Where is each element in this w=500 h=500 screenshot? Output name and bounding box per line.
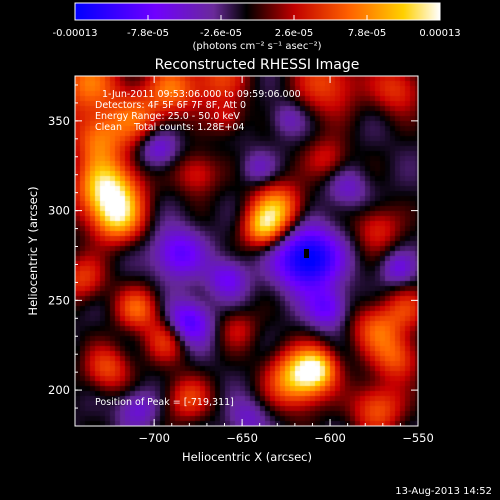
colorbar-tick-label: 2.6e-05 <box>275 28 313 39</box>
heatmap-image <box>75 76 418 426</box>
x-tick-label: −550 <box>402 431 434 445</box>
colorbar-units: (photons cm⁻² s⁻¹ asec⁻²) <box>192 41 321 52</box>
axis-ticks: −700 −650 −600 −550 200 250 300 350 <box>48 76 434 445</box>
y-tick-label: 300 <box>48 204 70 218</box>
detectors-text: Detectors: 4F 5F 6F 7F 8F, Att 0 <box>95 100 247 111</box>
y-axis-label: Heliocentric Y (arcsec) <box>26 186 40 315</box>
clean-counts-text: Clean Total counts: 1.28E+04 <box>95 122 245 133</box>
x-axis-label: Heliocentric X (arcsec) <box>182 450 312 464</box>
time-range-text: 1-Jun-2011 09:53:06.000 to 09:59:06.000 <box>102 89 301 100</box>
x-tick-label: −650 <box>226 431 258 445</box>
colorbar-tick-label: -2.6e-05 <box>200 28 242 39</box>
colorbar-tick-label: 0.00013 <box>419 28 460 39</box>
colorbar <box>74 2 441 21</box>
chart-title: Reconstructed RHESSI Image <box>155 57 360 73</box>
colorbar-ticks: -0.00013 -7.8e-05 -2.6e-05 2.6e-05 7.8e-05 0.… <box>53 15 461 39</box>
plot-frame <box>74 75 419 427</box>
y-tick-label: 350 <box>48 114 70 128</box>
x-tick-label: −700 <box>138 431 170 445</box>
colorbar-tick-label: -0.00013 <box>53 28 98 39</box>
peak-marker <box>304 249 309 258</box>
peak-position-text: Position of Peak = [-719,311] <box>95 397 234 408</box>
y-tick-label: 250 <box>48 293 70 307</box>
colorbar-tick-label: 7.8e-05 <box>348 28 386 39</box>
energy-range-text: Energy Range: 25.0 - 50.0 keV <box>95 111 240 122</box>
colorbar-tick-label: -7.8e-05 <box>127 28 169 39</box>
timestamp: 13-Aug-2013 14:52 <box>395 486 492 497</box>
x-tick-label: −600 <box>314 431 346 445</box>
y-tick-label: 200 <box>48 383 70 397</box>
